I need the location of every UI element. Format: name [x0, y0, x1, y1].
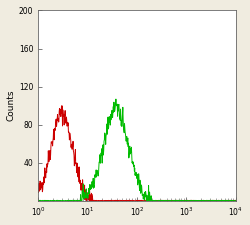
Y-axis label: Counts: Counts: [7, 90, 16, 121]
